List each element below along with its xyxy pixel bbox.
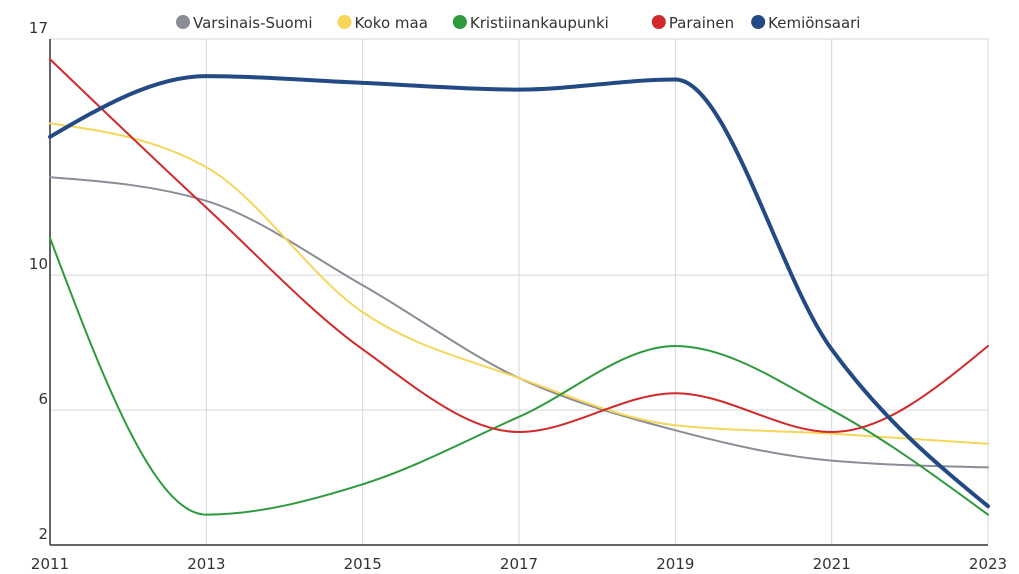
x-tick-label: 2015: [344, 555, 382, 573]
legend-label: Kristiinankaupunki: [470, 14, 609, 32]
y-tick-label: 17: [29, 19, 48, 37]
legend-marker: [176, 15, 190, 29]
y-tick-label: 10: [29, 255, 48, 273]
line: [49, 58, 989, 433]
legend-marker: [452, 15, 467, 29]
x-tick-label: 2023: [969, 555, 1007, 573]
legend-marker: [337, 15, 352, 29]
legend-label: Varsinais-Suomi: [193, 14, 313, 32]
x-tick-label: 2011: [31, 555, 69, 573]
line: [48, 74, 990, 509]
legend-marker: [651, 15, 666, 29]
x-tick-label: 2021: [813, 555, 851, 573]
y-tick-label: 6: [38, 390, 48, 408]
legend-label: Parainen: [669, 14, 734, 32]
x-tick-label: 2017: [500, 555, 538, 573]
line: [49, 237, 989, 516]
x-tick-label: 2013: [187, 555, 225, 573]
legend-label: Kemiönsaari: [768, 14, 860, 32]
legend-marker: [751, 15, 766, 29]
legend-label: Koko maa: [355, 14, 428, 32]
line: [49, 122, 989, 445]
x-tick-label: 2019: [656, 555, 694, 573]
y-tick-label: 2: [38, 525, 48, 543]
